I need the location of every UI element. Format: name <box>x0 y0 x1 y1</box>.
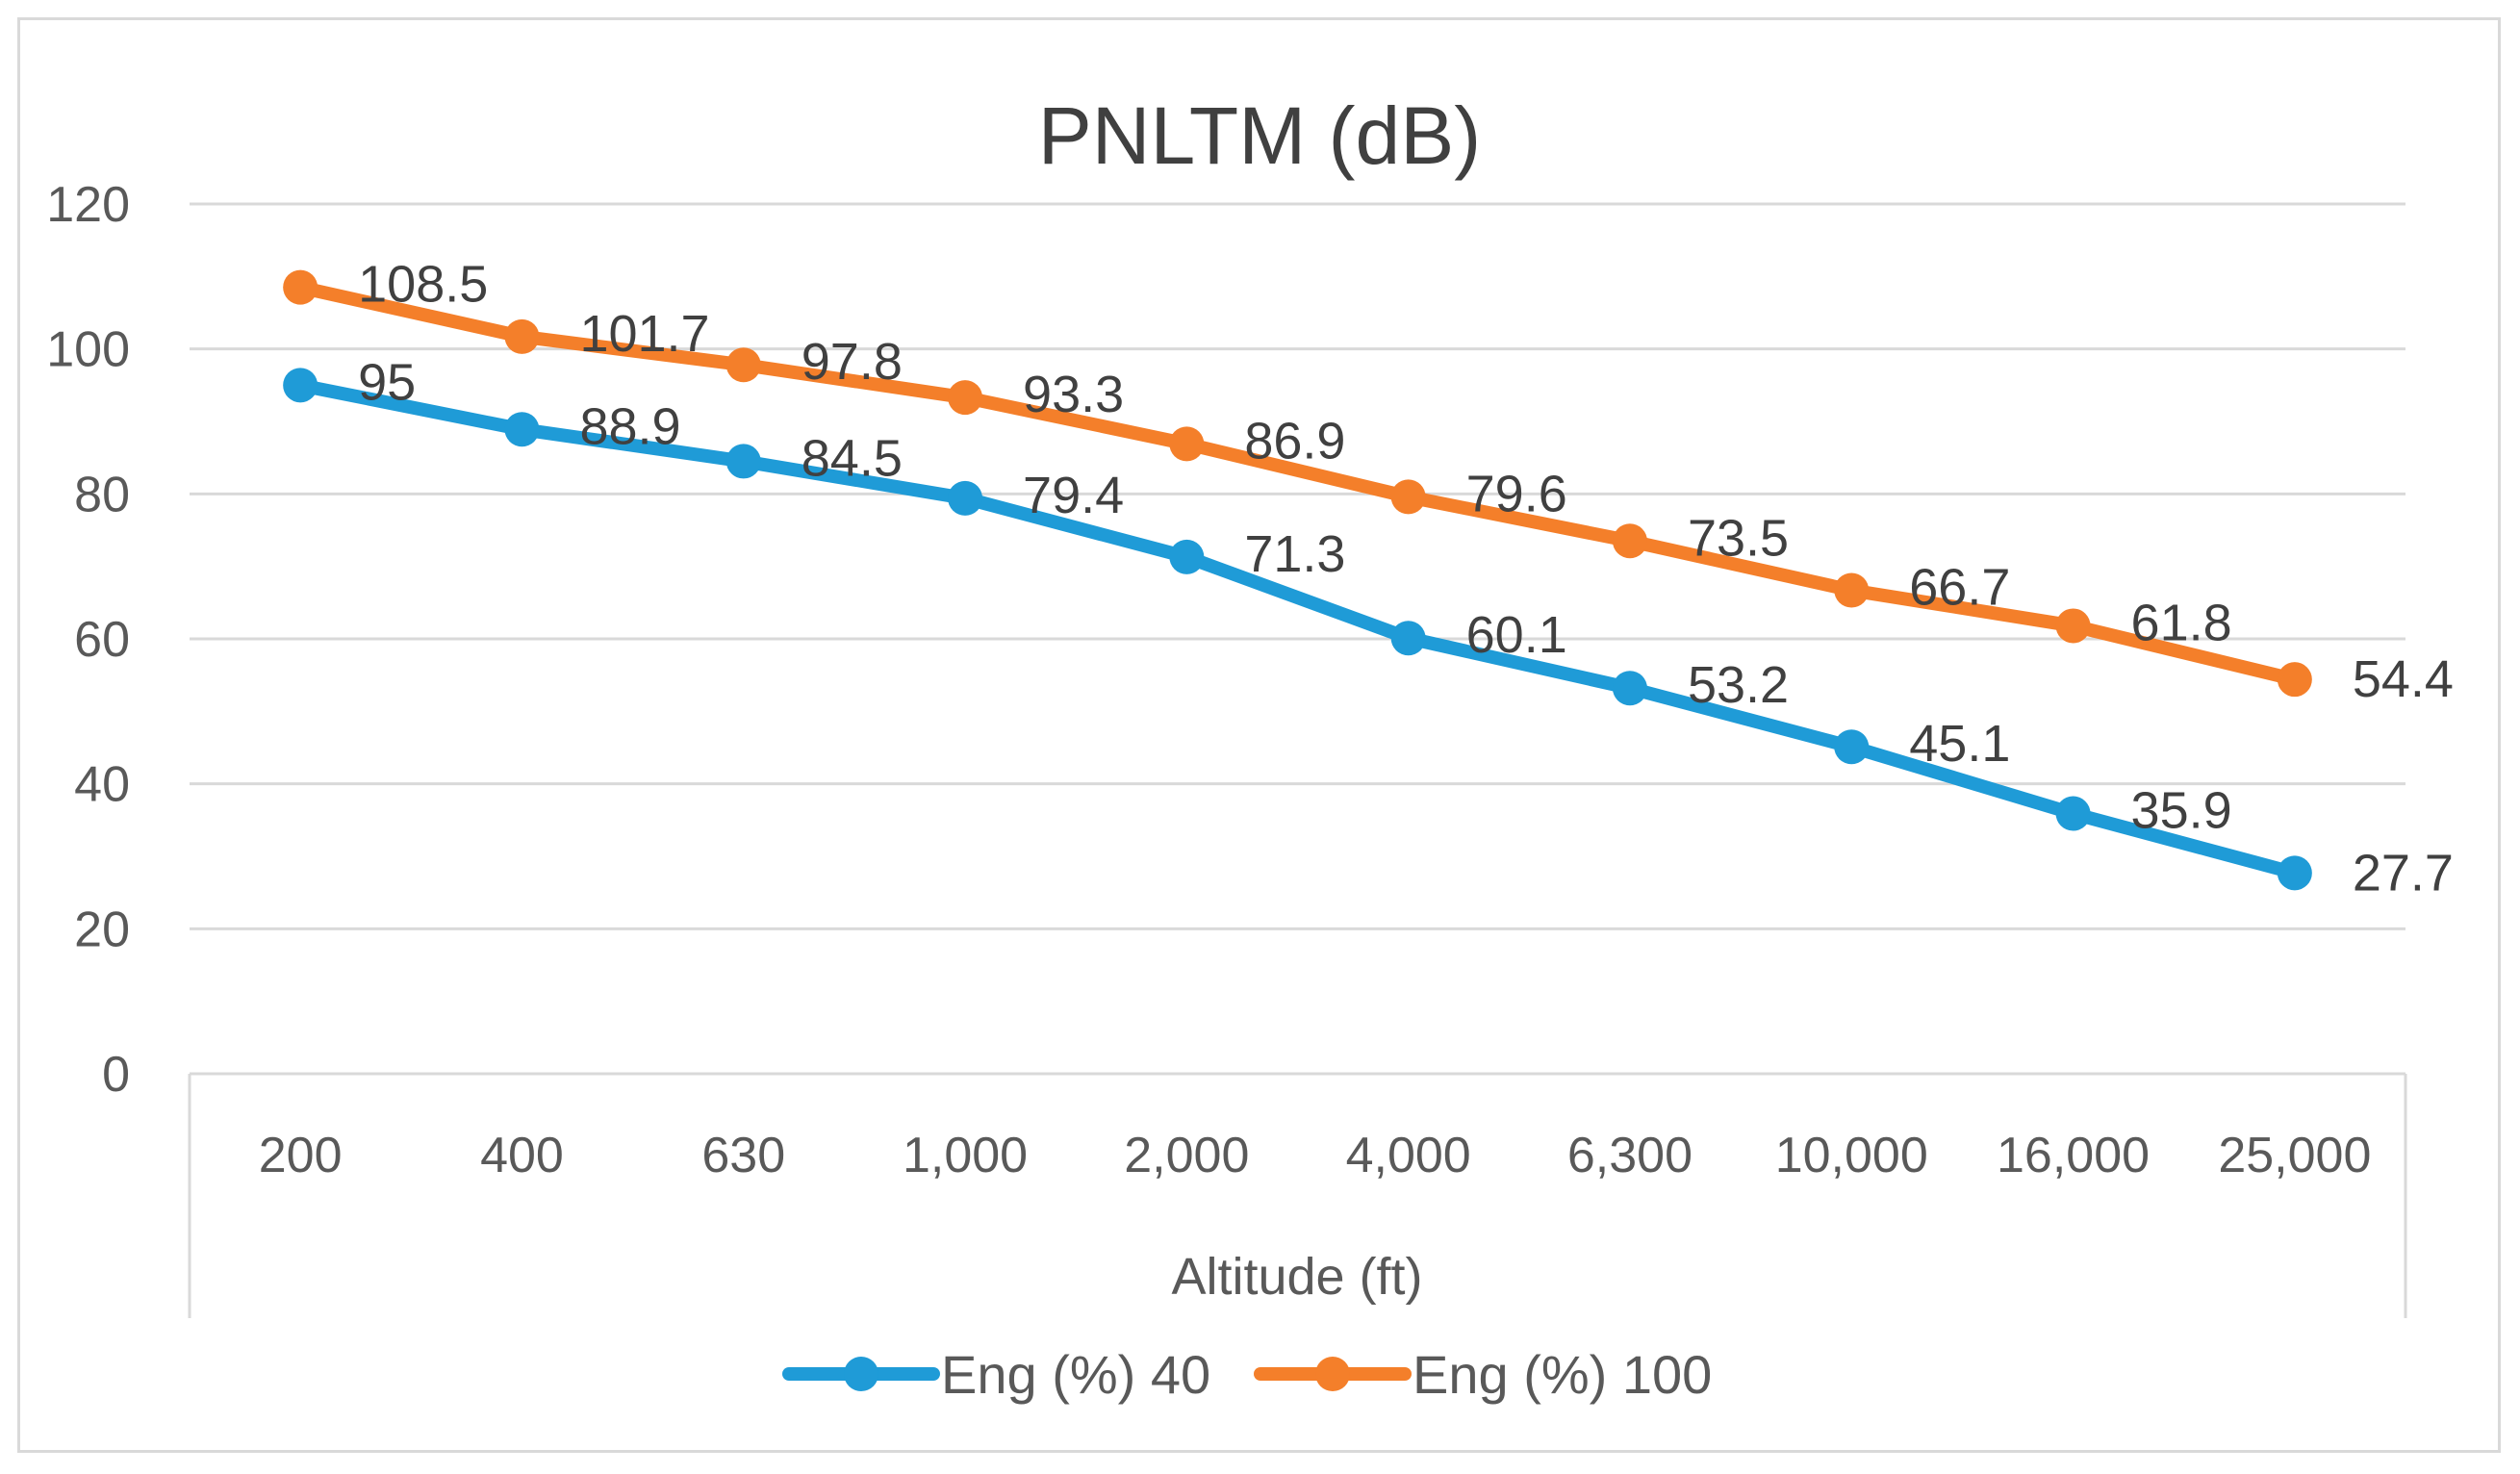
data-point <box>2277 855 2312 891</box>
y-axis-ticks: 0 20 40 60 80 100 120 <box>46 177 130 1103</box>
x-tick-label: 25,000 <box>2218 1128 2371 1183</box>
data-label: 79.6 <box>1466 465 1567 522</box>
x-tick-label: 4,000 <box>1346 1128 1471 1183</box>
y-tick-label: 20 <box>74 902 130 957</box>
x-axis-label: Altitude (ft) <box>1171 1248 1422 1306</box>
data-point <box>283 269 318 305</box>
data-point <box>948 480 983 516</box>
x-tick-label: 1,000 <box>903 1128 1028 1183</box>
data-label: 84.5 <box>802 429 903 487</box>
data-label: 54.4 <box>2353 650 2454 708</box>
data-point <box>504 412 540 447</box>
data-point <box>504 318 540 354</box>
data-point <box>725 444 761 479</box>
y-tick-label: 80 <box>74 467 130 522</box>
data-label: 88.9 <box>579 397 680 455</box>
x-tick-label: 10,000 <box>1775 1128 1928 1183</box>
x-tick-label: 630 <box>701 1128 785 1183</box>
data-label: 108.5 <box>358 256 488 314</box>
legend-label: Eng (%) 100 <box>1413 1344 1712 1405</box>
data-label: 35.9 <box>2131 782 2232 840</box>
data-point <box>1834 729 1870 765</box>
y-tick-label: 0 <box>102 1047 130 1103</box>
x-tick-label: 16,000 <box>1997 1128 2150 1183</box>
legend-swatch-marker <box>1315 1357 1350 1391</box>
legend-label: Eng (%) 40 <box>941 1344 1210 1405</box>
data-point <box>1390 479 1426 515</box>
data-label: 45.1 <box>1909 715 2010 773</box>
data-label: 27.7 <box>2353 844 2454 902</box>
data-point <box>2055 796 2091 831</box>
data-label: 71.3 <box>1244 525 1345 583</box>
data-point <box>1390 621 1426 656</box>
data-point <box>283 368 318 403</box>
data-label: 93.3 <box>1023 366 1124 423</box>
data-point <box>2055 608 2091 644</box>
data-label: 101.7 <box>579 305 709 363</box>
y-tick-label: 100 <box>46 322 130 378</box>
data-point <box>948 380 983 416</box>
data-label: 53.2 <box>1688 656 1789 714</box>
chart-frame <box>17 17 2501 1453</box>
legend-swatch-marker <box>844 1357 878 1391</box>
x-tick-label: 200 <box>259 1128 343 1183</box>
data-point <box>1169 539 1205 574</box>
series-lines <box>283 269 2312 891</box>
x-axis: 200 400 630 1,000 2,000 4,000 6,300 10,000 16,00… <box>188 1072 2407 1318</box>
data-point <box>2277 662 2312 698</box>
data-label: 79.4 <box>1023 467 1124 524</box>
data-labels: 95 88.9 84.5 79.4 71.3 60.1 53.2 45.1 35.9 27.7 10… <box>358 256 2454 902</box>
data-point <box>1169 426 1205 462</box>
data-point <box>725 347 761 383</box>
gridlines <box>190 202 2405 930</box>
series-line <box>293 378 2302 880</box>
data-label: 86.9 <box>1244 412 1345 470</box>
x-tick-label: 2,000 <box>1124 1128 1249 1183</box>
data-label: 73.5 <box>1688 509 1789 567</box>
x-tick-label: 400 <box>480 1128 564 1183</box>
data-label: 95 <box>358 353 416 411</box>
data-point <box>1612 671 1647 706</box>
legend: Eng (%) 40 Eng (%) 100 <box>782 1344 1712 1405</box>
chart-title: PNLTM (dB) <box>1038 90 1481 181</box>
data-point <box>1612 523 1647 559</box>
data-label: 97.8 <box>802 333 903 391</box>
y-tick-label: 60 <box>74 612 130 668</box>
data-label: 66.7 <box>1909 559 2010 617</box>
series-line <box>293 280 2302 687</box>
data-point <box>1834 572 1870 608</box>
data-label: 60.1 <box>1466 606 1567 664</box>
y-tick-label: 40 <box>74 757 130 813</box>
y-tick-label: 120 <box>46 177 130 233</box>
data-label: 61.8 <box>2131 594 2232 651</box>
x-tick-label: 6,300 <box>1567 1128 1693 1183</box>
